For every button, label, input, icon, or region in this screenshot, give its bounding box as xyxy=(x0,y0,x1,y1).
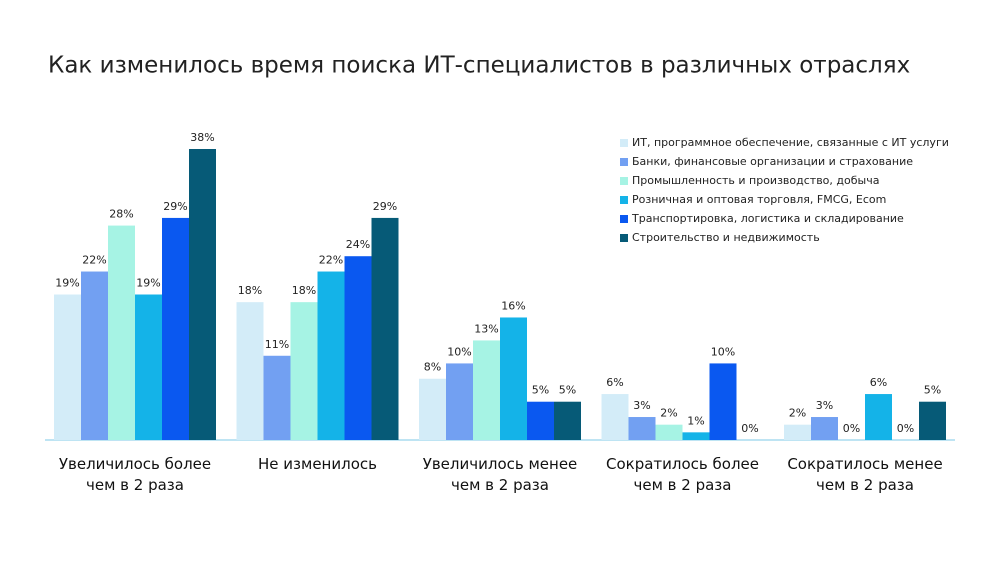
bar xyxy=(811,417,838,440)
bar xyxy=(473,340,500,440)
bar xyxy=(655,424,683,440)
data-label: 3% xyxy=(816,399,833,412)
bar xyxy=(371,217,399,440)
data-label: 22% xyxy=(319,254,343,267)
legend-swatch xyxy=(620,139,628,147)
legend-label: Промышленность и производство, добыча xyxy=(632,174,879,187)
data-label: 13% xyxy=(474,322,498,335)
chart-title: Как изменилось время поиска ИТ-специалис… xyxy=(48,53,910,79)
data-label: 8% xyxy=(424,361,441,374)
data-label: 5% xyxy=(532,384,549,397)
data-label: 18% xyxy=(292,284,316,297)
data-label: 6% xyxy=(870,376,887,389)
bar xyxy=(317,271,345,440)
bar xyxy=(628,417,656,440)
bar xyxy=(784,424,811,440)
data-label: 10% xyxy=(711,345,735,358)
bar xyxy=(290,302,318,440)
data-label: 0% xyxy=(741,422,758,435)
legend-label: Строительство и недвижимость xyxy=(632,231,820,244)
bar xyxy=(263,355,291,440)
data-label: 19% xyxy=(55,277,79,290)
data-label: 16% xyxy=(501,299,525,312)
bar xyxy=(919,401,946,440)
bar xyxy=(419,378,446,440)
bar xyxy=(236,302,264,440)
data-label: 29% xyxy=(163,200,187,213)
x-tick-label: Не изменилось xyxy=(258,455,377,473)
data-label: 10% xyxy=(447,345,471,358)
legend-swatch xyxy=(620,234,628,242)
bar xyxy=(682,432,710,440)
bar xyxy=(446,363,473,440)
bar xyxy=(554,401,581,440)
bar xyxy=(135,294,162,440)
data-label: 3% xyxy=(633,399,650,412)
data-label: 28% xyxy=(109,208,133,221)
data-label: 1% xyxy=(687,414,704,427)
bar xyxy=(108,225,135,440)
legend-swatch xyxy=(620,158,628,166)
data-label: 18% xyxy=(238,284,262,297)
x-tick-label: Увеличилось более чем в 2 раза xyxy=(58,455,212,494)
legend-label: Банки, финансовые организации и страхова… xyxy=(632,155,913,168)
legend-swatch xyxy=(620,177,628,185)
bar xyxy=(189,149,216,440)
data-label: 38% xyxy=(190,131,214,144)
data-label: 5% xyxy=(559,384,576,397)
bar xyxy=(500,317,527,440)
data-label: 29% xyxy=(373,200,397,213)
legend-label: Розничная и оптовая торговля, FMCG, Ecom xyxy=(632,193,886,206)
x-tick-label: Увеличилось менее чем в 2 раза xyxy=(422,455,578,494)
bar xyxy=(865,394,892,440)
legend-label: Транспортировка, логистика и складирован… xyxy=(631,212,904,225)
data-label: 0% xyxy=(843,422,860,435)
legend-label: ИТ, программное обеспечение, связанные с… xyxy=(632,136,949,149)
bar xyxy=(162,217,189,440)
x-tick-label: Сократилось более чем в 2 раза xyxy=(605,455,759,494)
bar xyxy=(344,256,372,440)
bar xyxy=(709,363,737,440)
data-label: 6% xyxy=(606,376,623,389)
x-tick-label: Сократилось менее чем в 2 раза xyxy=(787,455,943,494)
data-label: 2% xyxy=(789,407,806,420)
data-label: 2% xyxy=(660,407,677,420)
data-label: 5% xyxy=(924,384,941,397)
bar xyxy=(527,401,554,440)
data-label: 11% xyxy=(265,338,289,351)
bar xyxy=(601,394,629,440)
bar xyxy=(54,294,81,440)
data-label: 22% xyxy=(82,254,106,267)
bar xyxy=(81,271,108,440)
data-label: 0% xyxy=(897,422,914,435)
data-label: 19% xyxy=(136,277,160,290)
data-label: 24% xyxy=(346,238,370,251)
legend-swatch xyxy=(620,196,628,204)
legend-swatch xyxy=(620,215,628,223)
